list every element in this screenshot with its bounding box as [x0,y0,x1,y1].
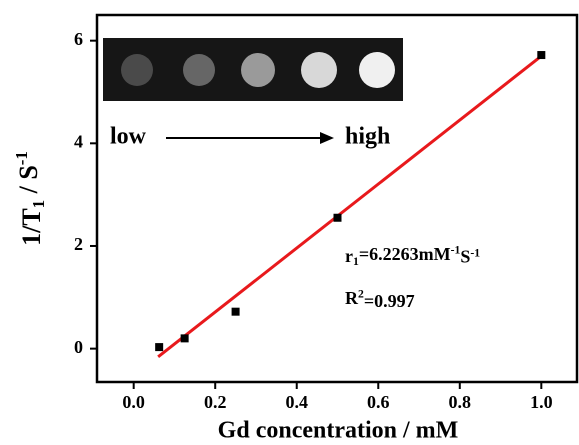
y-tick-label: 0 [74,337,83,357]
plot-frame [95,13,579,384]
annotation: r1​=6.2263mM-1​S-1 [345,243,480,268]
point [231,307,240,316]
inset-high: high [345,124,390,150]
x-tick-label: 0.0 [122,392,145,412]
fit-line [157,54,543,359]
inset-arrowhead [320,132,334,144]
x-tick-label: 0.2 [204,392,227,412]
point [333,213,342,222]
point [537,51,546,60]
y-tick-label: 4 [74,131,83,151]
point [155,343,164,352]
text-part: -1 [12,151,31,165]
text-part: -1 [451,243,461,256]
y-tick-label: 2 [74,234,83,254]
point [180,334,189,343]
text-part: 1 [29,200,48,208]
text-part: 2 [358,287,364,300]
x-tick-label: 0.6 [367,392,390,412]
annotation: R2​=0.997 [345,287,415,311]
text-part: =0.997 [364,291,415,311]
text-part: =6.2263mM [359,244,451,264]
text-part: R [345,288,359,308]
y-axis-label: 1/T1​ / S-1 [12,151,48,246]
x-tick-label: 0.4 [285,392,308,412]
text-part: -1 [470,246,480,259]
x-axis-label: Gd concentration / mM [218,418,459,444]
y-tick-label: 6 [74,29,83,49]
text-part: S [460,247,470,267]
inset-image [103,38,403,101]
text-part: r [345,246,353,266]
x-tick-label: 0.8 [449,392,472,412]
text-part: / S [14,165,43,200]
inset-low: low [110,124,147,150]
text-part: 1 [353,255,359,268]
text-part: 1/T [17,208,46,246]
x-tick-label: 1.0 [530,392,553,412]
